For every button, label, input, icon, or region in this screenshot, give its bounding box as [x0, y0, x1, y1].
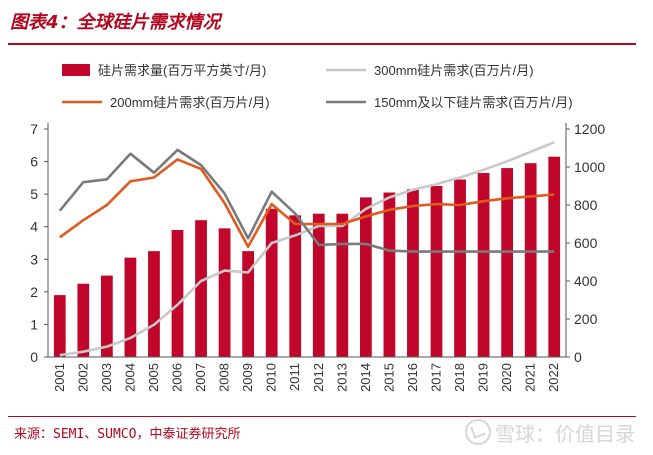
bar [148, 251, 160, 357]
x-tick-label: 2013 [334, 363, 349, 392]
series-200mm-line [59, 158, 555, 249]
right-tick-label: 800 [574, 197, 598, 213]
left-tick-label: 2 [30, 284, 38, 300]
left-tick-label: 7 [30, 121, 38, 137]
bar [383, 192, 396, 357]
chart-title: 图表4：全球硅片需求情况 [10, 12, 221, 33]
chart-canvas: 硅片需求量(百万平方英寸/月) 300mm硅片需求(百万片/月) 200mm硅片需求… [30, 63, 605, 392]
legend-swatch-bar [62, 64, 90, 76]
x-tick-label: 2006 [170, 363, 185, 392]
bar [265, 208, 278, 357]
bar [454, 179, 466, 357]
bar [242, 251, 255, 357]
x-tick-label: 2009 [240, 363, 255, 392]
bar [218, 228, 231, 357]
series-150mm-line [58, 148, 555, 253]
right-tick-label: 1000 [574, 159, 605, 175]
bar [430, 186, 443, 357]
x-tick-label: 2016 [405, 363, 420, 392]
right-tick-label: 0 [574, 349, 582, 365]
bar [524, 163, 537, 357]
bar [53, 295, 66, 357]
left-tick-label: 4 [30, 219, 38, 235]
bar [171, 229, 184, 357]
x-tick-label: 2022 [546, 363, 561, 392]
legend-label: 150mm及以下硅片需求(百万片/月) [374, 95, 573, 110]
x-tick-label: 2001 [52, 363, 67, 392]
right-tick-label: 1200 [574, 121, 605, 137]
left-tick-label: 3 [30, 251, 38, 267]
x-tick-label: 2011 [287, 363, 302, 391]
bar [501, 168, 514, 357]
watermark: 雪球：价值目录 [465, 418, 635, 447]
x-tick-label: 2003 [99, 363, 114, 392]
bar [195, 220, 207, 357]
x-tick-label: 2007 [193, 363, 208, 392]
x-tick-label: 2019 [476, 363, 491, 392]
bar [312, 213, 325, 357]
right-tick-label: 400 [574, 273, 598, 289]
bar-series [53, 156, 561, 357]
right-tick-label: 600 [574, 235, 598, 251]
legend-label: 300mm硅片需求(百万片/月) [374, 63, 534, 78]
bar [336, 213, 349, 357]
legend: 硅片需求量(百万平方英寸/月) 300mm硅片需求(百万片/月) 200mm硅片需求… [62, 63, 573, 110]
bar [124, 257, 137, 357]
bar [477, 172, 490, 357]
watermark-text: 雪球：价值目录 [495, 422, 635, 446]
x-tick-label: 2008 [217, 363, 232, 392]
title-rule [8, 43, 636, 45]
x-tick-label: 2005 [146, 363, 161, 392]
bar [407, 189, 419, 357]
left-tick-label: 6 [30, 154, 38, 170]
bar [359, 197, 372, 357]
x-tick-label: 2020 [499, 363, 514, 392]
x-tick-label: 2015 [381, 363, 396, 392]
x-tick-label: 2018 [452, 363, 467, 392]
source-rule [8, 416, 636, 417]
snowball-logo-icon [465, 419, 491, 445]
left-tick-label: 1 [30, 316, 38, 332]
bar [289, 215, 302, 357]
bar [548, 156, 561, 357]
legend-label: 200mm硅片需求(百万片/月) [110, 95, 270, 110]
left-tick-label: 0 [30, 349, 38, 365]
bar [77, 283, 90, 357]
x-tick-label: 2010 [264, 363, 279, 392]
source-note: 来源：SEMI、SUMCO，中泰证券研究所 [14, 427, 241, 442]
axes: 0 1 2 3 4 5 6 7 0 200 400 600 800 1000 1200 2001 2002 200… [30, 121, 605, 392]
left-tick-label: 5 [30, 186, 38, 202]
x-tick-label: 2002 [75, 363, 90, 392]
x-tick-label: 2004 [122, 363, 137, 392]
x-tick-label: 2021 [523, 363, 538, 392]
x-tick-label: 2014 [358, 363, 373, 392]
legend-label: 硅片需求量(百万平方英寸/月) [98, 63, 266, 78]
x-tick-label: 2017 [429, 363, 444, 392]
bar [100, 275, 113, 357]
line-series [58, 141, 555, 357]
right-tick-label: 200 [574, 311, 598, 327]
x-tick-label: 2012 [311, 363, 326, 392]
